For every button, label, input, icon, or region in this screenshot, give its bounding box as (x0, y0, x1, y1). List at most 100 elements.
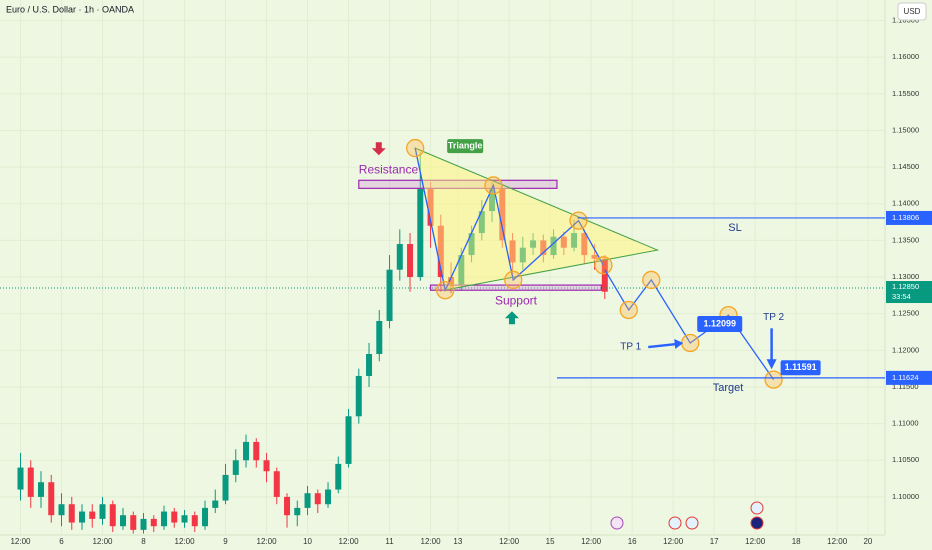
currency-button[interactable] (897, 2, 927, 21)
candle-body (27, 467, 34, 497)
candle-body (120, 515, 127, 527)
candle-body (109, 504, 116, 527)
level-price: 1.11624 (892, 373, 919, 382)
x-tick-label: 17 (710, 537, 719, 546)
level-name: Target (713, 382, 744, 394)
candle-body (335, 463, 342, 490)
x-tick-label: 10 (303, 537, 312, 546)
pivot-circle (681, 333, 700, 353)
pivot-circle (619, 300, 638, 320)
y-tick-label: 1.11500 (892, 382, 919, 391)
target-name: TP 2 (763, 312, 784, 323)
pivot-circle (594, 256, 613, 275)
chart-title: Euro / U.S. Dollar · 1h · OANDA (6, 4, 134, 14)
y-tick-label: 1.12500 (892, 309, 919, 318)
candle-body (396, 244, 403, 270)
y-tick-label: 1.11000 (892, 419, 919, 428)
pivot-circle (406, 138, 425, 158)
level-price-box (886, 370, 932, 385)
x-tick-label: 12:00 (10, 537, 31, 546)
candle-body (130, 515, 137, 530)
y-tick-label: 1.16000 (892, 52, 919, 61)
x-tick-label: 12:00 (663, 537, 684, 546)
axes: 1.10000 1.10500 1.11000 1.11500 1.12000 1.125… (10, 16, 932, 546)
pivot-circle (436, 281, 455, 300)
candle-body (314, 493, 321, 505)
x-tick-label: 15 (546, 537, 555, 546)
x-tick-label: 12:00 (421, 537, 442, 546)
pivot-circle (484, 176, 503, 195)
x-tick-label: 16 (628, 537, 637, 546)
x-tick-label: 6 (59, 537, 64, 546)
candle-body (284, 496, 291, 516)
event-icon (668, 516, 682, 530)
candle-body (140, 518, 147, 530)
x-tick-label: 12:00 (581, 537, 602, 546)
y-tick-label: 1.14000 (892, 199, 919, 208)
level-price: 1.13806 (892, 213, 919, 222)
level-name: SL (728, 222, 741, 234)
x-tick-label: 12:00 (745, 537, 766, 546)
candle-body (294, 507, 301, 516)
event-icon (685, 516, 699, 530)
x-tick-label: 12:00 (175, 537, 196, 546)
target-box (697, 316, 743, 333)
candle-body (243, 441, 250, 461)
candle-body (89, 511, 96, 519)
candle-body (386, 269, 393, 321)
candle-body (150, 518, 157, 527)
candle-body (171, 511, 178, 523)
candle-body (38, 482, 45, 497)
candle-body (99, 504, 106, 519)
triangle-label: Triangle (448, 140, 483, 150)
candle-body (17, 467, 24, 490)
x-tick-label: 8 (141, 537, 146, 546)
annotations: Resistance Support Triangle SL Target TP 1 1.1… (0, 138, 885, 394)
pivot-circle (569, 211, 588, 230)
x-tick-label: 12:00 (499, 537, 520, 546)
y-tick-label: 1.12000 (892, 345, 919, 354)
candle-body (202, 507, 209, 527)
y-tick-label: 1.13500 (892, 235, 919, 244)
candle-body (304, 493, 311, 508)
candle-body (191, 515, 198, 527)
countdown: 33:54 (892, 292, 911, 301)
currency[interactable]: USD (904, 7, 921, 16)
zone-label: Resistance (359, 162, 419, 176)
y-tick-label: 1.10000 (892, 492, 919, 501)
candle-body (355, 375, 362, 417)
current-price-box (886, 281, 932, 304)
x-tick-label: 20 (863, 537, 872, 546)
zone-label: Support (495, 293, 538, 307)
candle-body (376, 321, 383, 354)
candle-body (232, 460, 239, 475)
candle-body (181, 515, 188, 523)
candle-body (58, 504, 65, 516)
candle-body (253, 441, 260, 461)
level-price-box (886, 210, 932, 225)
candle-body (222, 474, 229, 501)
x-tick-label: 9 (223, 537, 228, 546)
resistance-arrow (371, 142, 386, 156)
y-tick-label: 1.10500 (892, 455, 919, 464)
pivot-circle (764, 370, 783, 389)
x-tick-label: 12:00 (827, 537, 848, 546)
candle-body (601, 258, 608, 292)
candle-body (273, 471, 280, 497)
x-tick-label: 11 (385, 537, 394, 546)
target-arrow-head (766, 359, 777, 370)
candle-body (48, 482, 55, 516)
candle-body (161, 511, 168, 527)
y-tick-label: 1.14500 (892, 162, 919, 171)
triangle-label-box (447, 139, 484, 154)
pivot-circle (504, 270, 523, 290)
candle-body (407, 244, 414, 278)
x-tick-label: 18 (792, 537, 801, 546)
event-icon (750, 501, 764, 515)
current-price-label: 1.12850 (892, 282, 919, 291)
event-icons (610, 501, 764, 530)
target-name: TP 1 (620, 342, 641, 353)
x-tick-label: 12:00 (339, 537, 360, 546)
